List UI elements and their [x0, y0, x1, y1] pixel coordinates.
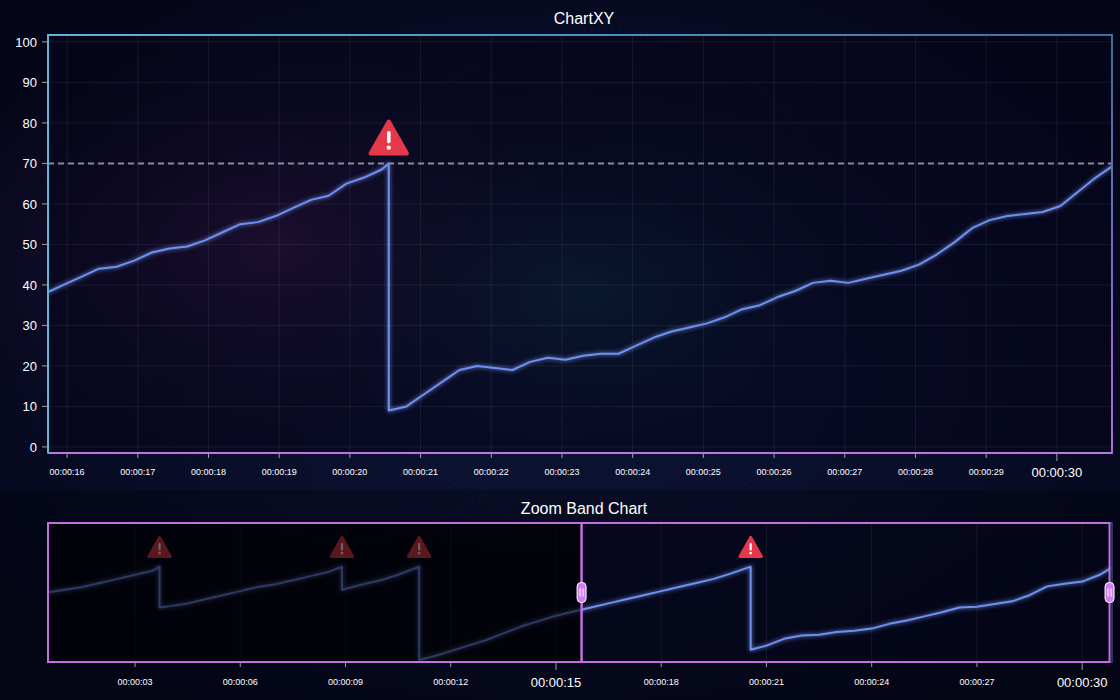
- tick-label-x: 00:00:19: [262, 467, 297, 477]
- tick-label-x: 00:00:21: [403, 467, 438, 477]
- plot-area: [48, 523, 1112, 662]
- tick-label-y: 80: [23, 116, 37, 131]
- grid-line-x: [871, 523, 872, 662]
- alert-triangle: [371, 122, 407, 154]
- tick-label-x: 00:00:30: [1032, 465, 1083, 480]
- threshold-line: [48, 162, 1112, 164]
- grid-line-y: [48, 41, 1112, 42]
- tick-label-x: 00:00:03: [117, 677, 152, 687]
- grid-line-y: [48, 284, 1112, 285]
- tick-label-y: 100: [15, 35, 37, 50]
- x-axis-line: [48, 452, 1112, 454]
- zoom-handle[interactable]: [1105, 583, 1114, 603]
- tick-x: [1056, 453, 1057, 461]
- alert-dot: [749, 552, 752, 555]
- alert-triangle: [740, 537, 762, 556]
- tick-label-x: 00:00:06: [223, 677, 258, 687]
- grid-line-y: [48, 406, 1112, 407]
- grid-line-y: [48, 446, 1112, 447]
- tick-label-x: 00:00:27: [827, 467, 862, 477]
- tick-label-x: 00:00:20: [332, 467, 367, 477]
- tick-label-y: 30: [23, 318, 37, 333]
- zoom-dim: [48, 523, 582, 662]
- tick-label-y: 50: [23, 237, 37, 252]
- tick-label-x: 00:00:30: [1057, 675, 1108, 690]
- alert-dot: [387, 146, 391, 150]
- grid-line-x: [1082, 523, 1083, 662]
- tick-label-x: 00:00:24: [615, 467, 650, 477]
- handle-grip: [1111, 589, 1112, 597]
- tick-label-x: 00:00:12: [433, 677, 468, 687]
- plot-frame: [48, 523, 1112, 662]
- tick-label-y: 40: [23, 278, 37, 293]
- tick-label-x: 00:00:15: [531, 675, 582, 690]
- grid-line-y: [48, 365, 1112, 366]
- tick-label-x: 00:00:21: [749, 677, 784, 687]
- tick-label-y: 10: [23, 399, 37, 414]
- tick-label-x: 00:00:17: [120, 467, 155, 477]
- tick-label-x: 00:00:18: [644, 677, 679, 687]
- handle-grip: [1108, 589, 1109, 597]
- tick-label-x: 00:00:29: [969, 467, 1004, 477]
- alert-bar: [750, 543, 752, 550]
- tick-label-x: 00:00:24: [854, 677, 889, 687]
- background: [0, 0, 1120, 700]
- zoom-selection[interactable]: [582, 523, 1110, 662]
- tick-label-y: 90: [23, 75, 37, 90]
- tick-label-x: 00:00:27: [959, 677, 994, 687]
- data-line: [48, 163, 1112, 410]
- tick-label-x: 00:00:23: [544, 467, 579, 477]
- plot-frame: [48, 35, 1112, 453]
- handle-body: [577, 583, 586, 603]
- band-background: [0, 490, 1120, 700]
- tick-label-y: 70: [23, 156, 37, 171]
- tick-label-x: 00:00:18: [191, 467, 226, 477]
- alert-icon: [740, 537, 762, 556]
- grid-line-x: [766, 523, 767, 662]
- grid-line-y: [48, 325, 1112, 326]
- zoom-outline: [48, 523, 582, 662]
- tick-label-x: 00:00:28: [898, 467, 933, 477]
- chart-title: ChartXY: [554, 10, 615, 27]
- background-glow: [0, 0, 1120, 700]
- handle-grip: [580, 589, 581, 597]
- tick-label-y: 60: [23, 197, 37, 212]
- tick-label-x: 00:00:09: [328, 677, 363, 687]
- tick-label-x: 00:00:26: [757, 467, 792, 477]
- plot-group: [48, 163, 1112, 410]
- grid-line-x: [661, 523, 662, 662]
- tick-label-y: 0: [30, 440, 37, 455]
- tick-label-x: 00:00:16: [50, 467, 85, 477]
- alert-icon: [371, 122, 407, 154]
- grid-line-x: [976, 523, 977, 662]
- y-axis-line: [47, 35, 49, 453]
- background-glow: [0, 0, 1120, 700]
- grid-line-y: [48, 203, 1112, 204]
- zoom-handle[interactable]: [577, 583, 586, 603]
- tick-label-y: 20: [23, 359, 37, 374]
- grid-line-y: [48, 82, 1112, 83]
- alert-bar: [387, 131, 391, 143]
- chart-root: ChartXY 00:00:16 00:00:17 00:00:18 00:00:19 0…: [0, 0, 1120, 700]
- handle-body: [1105, 583, 1114, 603]
- handle-grip: [583, 589, 584, 597]
- chart-title: Zoom Band Chart: [521, 500, 648, 517]
- grid-line-y: [48, 122, 1112, 123]
- tick-label-x: 00:00:22: [474, 467, 509, 477]
- tick-x: [555, 662, 556, 670]
- grid-line-y: [48, 163, 1112, 164]
- tick-label-x: 00:00:25: [686, 467, 721, 477]
- tick-x: [1082, 662, 1083, 670]
